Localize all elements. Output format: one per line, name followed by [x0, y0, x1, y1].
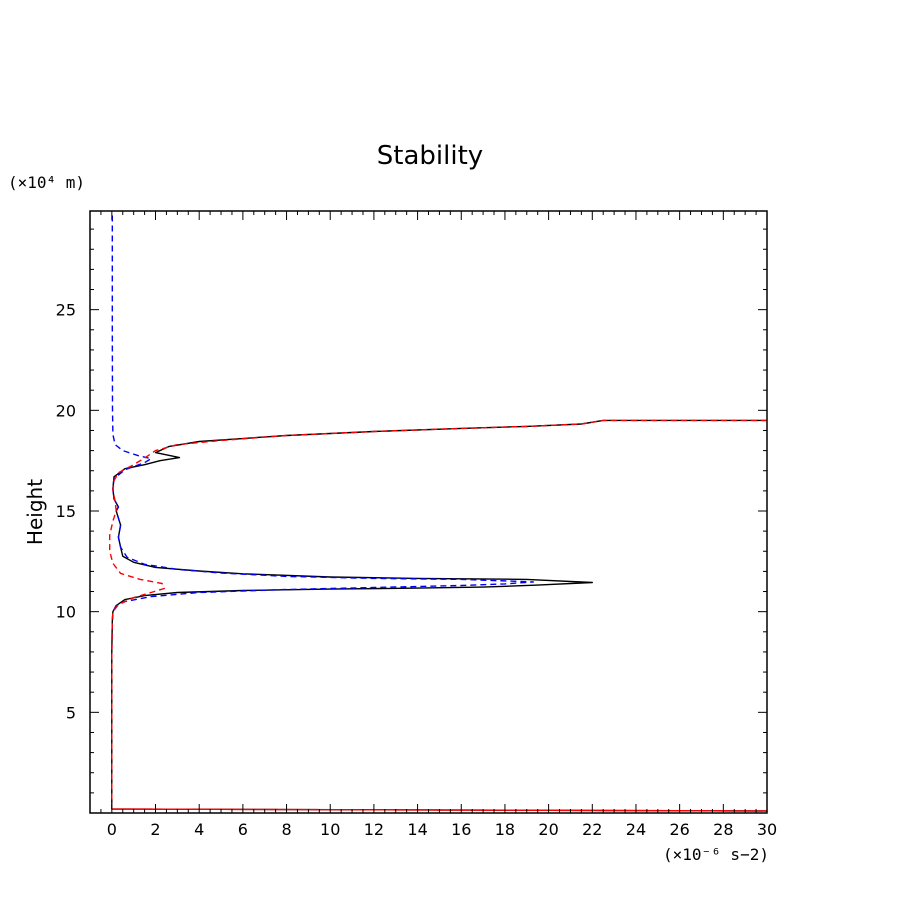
x-tick-label: 28	[713, 820, 733, 839]
x-tick-label: 16	[451, 820, 471, 839]
x-tick-label: 8	[281, 820, 291, 839]
y-tick-label: 15	[56, 502, 76, 521]
x-tick-label: 18	[495, 820, 515, 839]
y-axis-label: Height	[23, 479, 47, 545]
y-tick-label: 20	[56, 401, 76, 420]
series-line-0	[111, 419, 768, 812]
y-unit-label: (×10⁴ m)	[8, 173, 85, 192]
x-tick-label: 6	[238, 820, 248, 839]
series-line-1	[111, 211, 534, 809]
x-tick-label: 22	[582, 820, 602, 839]
x-tick-label: 2	[150, 820, 160, 839]
x-tick-label: 30	[757, 820, 777, 839]
x-tick-label: 20	[538, 820, 558, 839]
x-unit-label: (×10⁻⁶ s−2)	[663, 845, 769, 864]
x-tick-label: 24	[626, 820, 646, 839]
x-tick-label: 14	[407, 820, 427, 839]
y-tick-label: 10	[56, 603, 76, 622]
series-line-2	[109, 419, 768, 812]
x-tick-label: 26	[669, 820, 689, 839]
series-layer	[109, 211, 768, 812]
x-tick-label: 12	[364, 820, 384, 839]
x-tick-label: 4	[194, 820, 204, 839]
y-tick-label: 5	[66, 703, 76, 722]
plot-frame	[89, 210, 768, 814]
x-tick-label: 0	[107, 820, 117, 839]
x-tick-label: 10	[320, 820, 340, 839]
chart-title: Stability	[377, 141, 483, 171]
y-tick-label: 25	[56, 301, 76, 320]
